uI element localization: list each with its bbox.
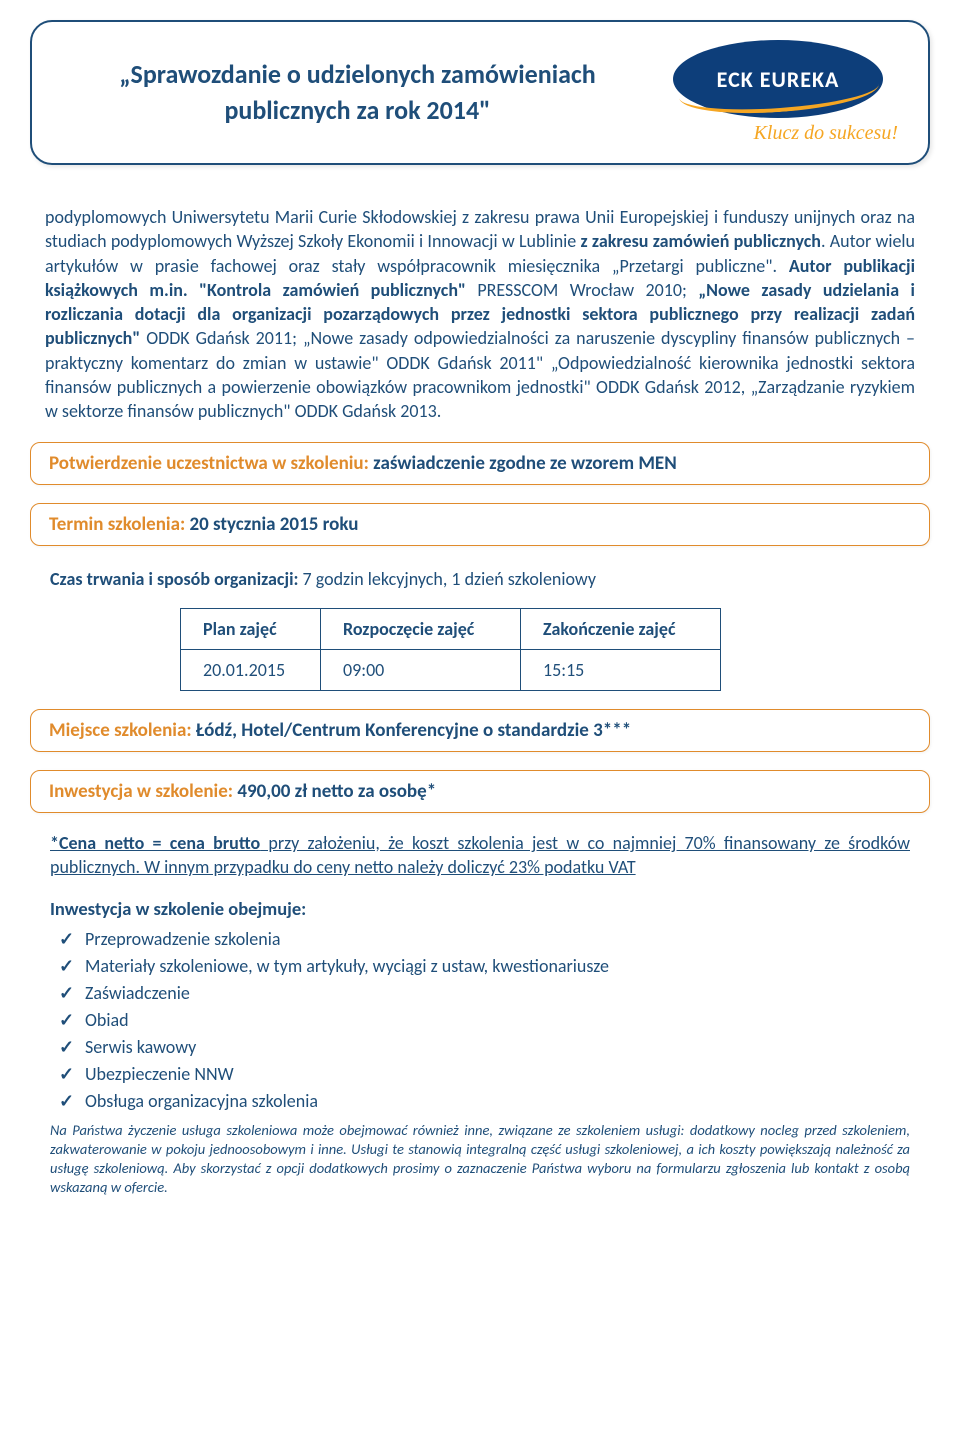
logo-text: ECK EUREKA [717, 66, 840, 93]
logo-tagline: Klucz do sukcesu! [673, 122, 898, 145]
p1e: PRESSCOM Wrocław 2010; [466, 279, 698, 301]
investment-label: Inwestycja w szkolenie: [49, 780, 237, 803]
place-label: Miejsce szkolenia: [49, 719, 196, 742]
term-box: Termin szkolenia: 20 stycznia 2015 roku [30, 503, 930, 546]
investment-box: Inwestycja w szkolenie: 490,00 zł netto … [30, 770, 930, 813]
confirmation-value: zaświadczenie zgodne ze wzorem MEN [373, 452, 677, 475]
list-item: Obsługa organizacyjna szkolenia [85, 1088, 910, 1115]
p1b: z zakresu zamówień publicznych [581, 230, 821, 252]
duration-block: Czas trwania i sposób organizacji: 7 god… [30, 568, 930, 590]
page-title: „Sprawozdanie o udzielonych zamówieniach… [62, 57, 673, 127]
duration-label: Czas trwania i sposób organizacji: [50, 568, 303, 590]
list-item: Obiad [85, 1007, 910, 1034]
th-end: Zakończenie zajęć [521, 608, 721, 649]
term-label: Termin szkolenia: [49, 513, 190, 536]
footnote: Na Państwa życzenie usługa szkoleniowa m… [30, 1121, 930, 1196]
logo: ECK EUREKA Klucz do sukcesu! [673, 40, 898, 145]
list-item: Przeprowadzenie szkolenia [85, 926, 910, 953]
includes-title: Inwestycja w szkolenie obejmuje: [30, 897, 930, 920]
title-line1: „Sprawozdanie o udzielonych zamówieniach [119, 58, 596, 90]
duration-value: 7 godzin lekcyjnych, 1 dzień szkoleniowy [303, 568, 597, 590]
header-box: „Sprawozdanie o udzielonych zamówieniach… [30, 20, 930, 165]
logo-ellipse: ECK EUREKA [673, 40, 883, 118]
main-paragraph: podyplomowych Uniwersytetu Marii Curie S… [30, 205, 930, 424]
schedule-table: Plan zajęć Rozpoczęcie zajęć Zakończenie… [180, 608, 721, 691]
price-note-bold: *Cena netto = cena brutto [50, 832, 260, 854]
confirmation-box: Potwierdzenie uczestnictwa w szkoleniu: … [30, 442, 930, 485]
table-row: 20.01.2015 09:00 15:15 [181, 649, 721, 690]
list-item: Materiały szkoleniowe, w tym artykuły, w… [85, 953, 910, 980]
list-item: Zaświadczenie [85, 980, 910, 1007]
place-value: Łódź, Hotel/Centrum Konferencyjne o stan… [196, 719, 631, 742]
table-header-row: Plan zajęć Rozpoczęcie zajęć Zakończenie… [181, 608, 721, 649]
p1g: ODDK Gdańsk 2011; „Nowe zasady odpowiedz… [45, 327, 915, 422]
price-note: *Cena netto = cena brutto przy założeniu… [30, 831, 930, 880]
list-item: Serwis kawowy [85, 1034, 910, 1061]
confirmation-label: Potwierdzenie uczestnictwa w szkoleniu: [49, 452, 373, 475]
th-start: Rozpoczęcie zajęć [321, 608, 521, 649]
investment-value: 490,00 zł netto za osobę* [237, 780, 436, 803]
term-value: 20 stycznia 2015 roku [190, 513, 359, 536]
td-end: 15:15 [521, 649, 721, 690]
td-start: 09:00 [321, 649, 521, 690]
title-line2: publicznych za rok 2014" [224, 94, 490, 126]
th-plan: Plan zajęć [181, 608, 321, 649]
place-box: Miejsce szkolenia: Łódź, Hotel/Centrum K… [30, 709, 930, 752]
list-item: Ubezpieczenie NNW [85, 1061, 910, 1088]
td-date: 20.01.2015 [181, 649, 321, 690]
includes-list: Przeprowadzenie szkolenia Materiały szko… [30, 926, 930, 1115]
